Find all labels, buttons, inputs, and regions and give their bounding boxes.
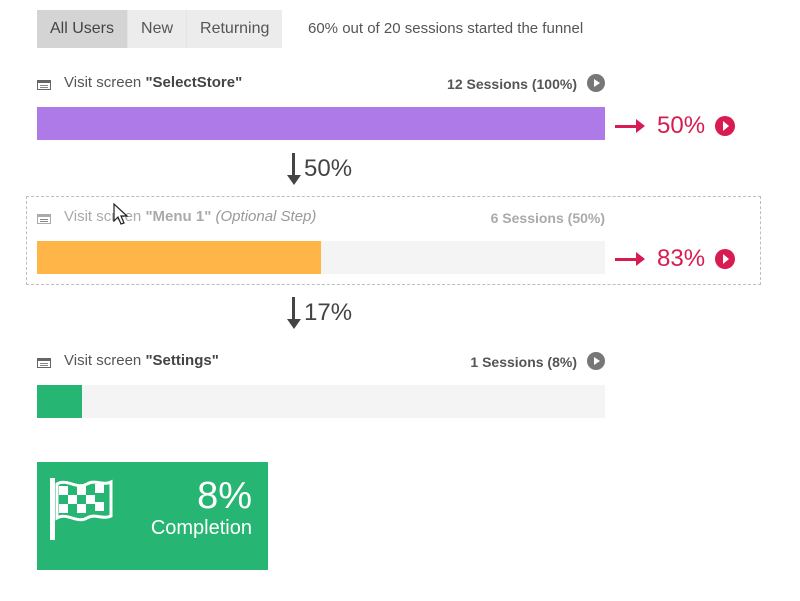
screen-icon [37,214,51,224]
step-title: Visit screen "SelectStore" [64,74,243,91]
step-bar-fill [37,107,605,140]
arrow-right-icon [615,116,645,136]
conversion-value: 17% [304,299,353,326]
funnel-step-3: Visit screen "Settings" 1 Sessions (8%) [37,352,605,418]
completion-label: Completion [150,517,252,539]
arrow-down-icon [287,153,301,185]
step-bar-fill [37,385,83,418]
completion-value: 8% [197,475,252,517]
step-bar-track [37,107,605,140]
conversion-2: 17% [287,297,352,329]
filter-new-button[interactable]: New [128,10,188,48]
play-icon[interactable] [587,74,605,92]
step-title: Visit screen "Settings" [64,352,219,369]
step-sessions: 1 Sessions (8%) [470,354,577,370]
arrow-down-icon [287,297,301,329]
step-bar-fill [37,241,321,274]
arrow-right-icon [615,249,645,269]
funnel-step-1: Visit screen "SelectStore" 12 Sessions (… [37,74,605,140]
conversion-value: 50% [304,155,353,182]
filter-returning-button[interactable]: Returning [187,10,283,48]
play-icon[interactable] [587,352,605,370]
step-bar-track [37,385,605,418]
step-title: Visit screen "Menu 1" (Optional Step) [64,208,317,225]
user-filter: All Users New Returning [37,10,283,48]
conversion-1: 50% [287,153,352,185]
funnel-step-2: Visit screen "Menu 1" (Optional Step) 6 … [37,208,605,274]
play-icon[interactable] [715,116,736,136]
optional-step-box [26,196,761,285]
step-sessions: 12 Sessions (100%) [447,76,577,92]
mouse-cursor-icon [113,203,129,225]
filter-all-users-button[interactable]: All Users [37,10,129,48]
dropoff-value: 50% [657,112,706,139]
play-icon[interactable] [715,249,736,269]
step-bar-track [37,241,605,274]
completion-tile: 8% Completion [37,462,268,570]
dropoff-step-1[interactable]: 50% [615,112,736,140]
screen-icon [37,80,51,90]
step-sessions: 6 Sessions (50%) [490,210,605,226]
dropoff-value: 83% [657,245,706,272]
funnel-summary: 60% out of 20 sessions started the funne… [308,20,584,37]
screen-icon [37,358,51,368]
checkered-flag-icon [50,478,113,540]
dropoff-step-2[interactable]: 83% [615,245,736,273]
